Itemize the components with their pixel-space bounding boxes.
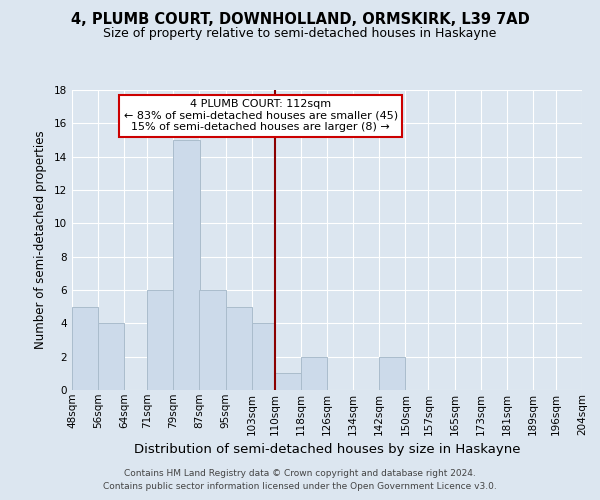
Bar [379, 356, 406, 390]
Bar [301, 356, 327, 390]
X-axis label: Distribution of semi-detached houses by size in Haskayne: Distribution of semi-detached houses by … [134, 443, 520, 456]
Text: Contains public sector information licensed under the Open Government Licence v3: Contains public sector information licen… [103, 482, 497, 491]
Bar [199, 290, 226, 390]
Bar [173, 140, 199, 390]
Text: 4 PLUMB COURT: 112sqm
← 83% of semi-detached houses are smaller (45)
15% of semi: 4 PLUMB COURT: 112sqm ← 83% of semi-deta… [124, 99, 398, 132]
Text: 4, PLUMB COURT, DOWNHOLLAND, ORMSKIRK, L39 7AD: 4, PLUMB COURT, DOWNHOLLAND, ORMSKIRK, L… [71, 12, 529, 28]
Bar [226, 306, 252, 390]
Y-axis label: Number of semi-detached properties: Number of semi-detached properties [34, 130, 47, 350]
Bar [147, 290, 173, 390]
Bar [72, 306, 98, 390]
Bar [275, 374, 301, 390]
Bar [98, 324, 124, 390]
Bar [252, 324, 275, 390]
Text: Size of property relative to semi-detached houses in Haskayne: Size of property relative to semi-detach… [103, 28, 497, 40]
Text: Contains HM Land Registry data © Crown copyright and database right 2024.: Contains HM Land Registry data © Crown c… [124, 468, 476, 477]
